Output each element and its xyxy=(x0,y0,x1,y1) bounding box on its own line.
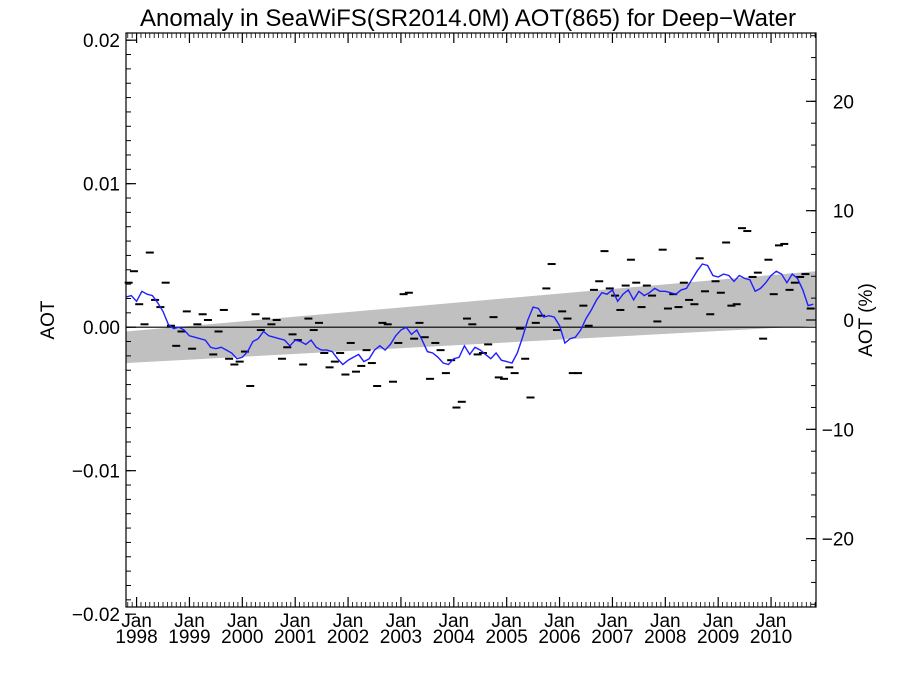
x-tick-year-label: 1998 xyxy=(115,627,157,648)
left-tick-label: 0.00 xyxy=(83,318,120,339)
x-tick-year-label: 2007 xyxy=(591,627,633,648)
smoothed-series xyxy=(125,263,814,366)
x-tick-month-label: Jan xyxy=(597,611,628,632)
x-tick-year-label: 2006 xyxy=(538,627,580,648)
y-axis-label-left: AOT xyxy=(38,300,59,339)
x-tick-month-label: Jan xyxy=(438,611,469,632)
x-tick-month-label: Jan xyxy=(491,611,522,632)
x-tick-month-label: Jan xyxy=(227,611,258,632)
chart-title: Anomaly in SeaWiFS(SR2014.0M) AOT(865) f… xyxy=(140,5,796,32)
right-tick-label: −20 xyxy=(822,530,854,551)
monthly-points-series xyxy=(124,227,815,409)
x-tick-year-label: 2002 xyxy=(327,627,369,648)
x-tick-year-label: 2000 xyxy=(221,627,263,648)
x-tick-month-label: Jan xyxy=(280,611,311,632)
y-axis-label-right: AOT (%) xyxy=(856,283,877,357)
x-tick-month-label: Jan xyxy=(703,611,734,632)
left-y-axis: 0.02 0.01 0.00 −0.01 −0.02 xyxy=(72,31,136,626)
x-tick-year-label: 2009 xyxy=(697,627,739,648)
x-tick-year-label: 2010 xyxy=(750,627,792,648)
x-tick-year-label: 2008 xyxy=(644,627,686,648)
trend-uncertainty-band xyxy=(126,271,816,364)
x-tick-month-label: Jan xyxy=(174,611,205,632)
trend-band xyxy=(126,271,816,364)
x-tick-year-label: 2005 xyxy=(486,627,528,648)
x-tick-month-label: Jan xyxy=(333,611,364,632)
right-tick-label: 10 xyxy=(833,202,854,223)
right-tick-label: 0 xyxy=(843,311,854,332)
x-tick-month-label: Jan xyxy=(121,611,152,632)
left-tick-label: −0.02 xyxy=(72,605,120,626)
right-y-axis: 20 10 0 −10 −20 xyxy=(806,35,854,605)
x-tick-year-label: 2003 xyxy=(380,627,422,648)
x-axis: Jan1998Jan1999Jan2000Jan2001Jan2002Jan20… xyxy=(115,33,816,648)
right-tick-label: 20 xyxy=(833,92,854,113)
left-tick-label: 0.02 xyxy=(83,31,120,52)
right-tick-label: −10 xyxy=(822,420,854,441)
series-line xyxy=(125,263,814,366)
x-tick-month-label: Jan xyxy=(650,611,681,632)
x-tick-month-label: Jan xyxy=(756,611,787,632)
left-tick-label: −0.01 xyxy=(72,462,120,483)
left-tick-label: 0.01 xyxy=(83,175,120,196)
x-tick-year-label: 2001 xyxy=(274,627,316,648)
x-tick-year-label: 2004 xyxy=(433,627,476,648)
x-tick-year-label: 1999 xyxy=(168,627,210,648)
x-tick-month-label: Jan xyxy=(544,611,575,632)
x-tick-month-label: Jan xyxy=(386,611,417,632)
